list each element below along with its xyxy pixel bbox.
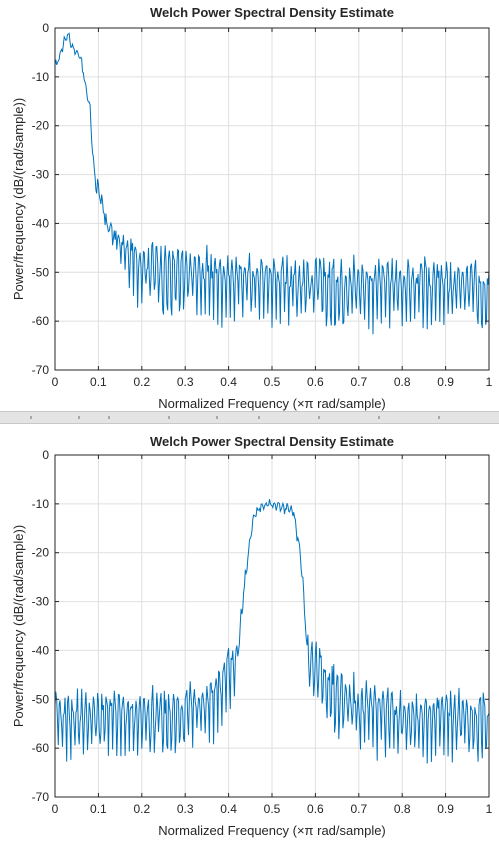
x-tick-label: 0.5 <box>264 802 281 816</box>
y-tick-label: -20 <box>32 119 50 133</box>
x-tick-label: 0 <box>52 802 59 816</box>
x-tick-label: 0.8 <box>394 802 411 816</box>
x-tick-label: 0.1 <box>90 375 107 389</box>
y-tick-label: -70 <box>32 790 50 804</box>
y-tick-label: -60 <box>32 314 50 328</box>
y-axis-label: Power/frequency (dB/(rad/sample)) <box>11 98 26 300</box>
y-tick-label: 0 <box>42 21 49 35</box>
figure-panel-top: 0 0.1 0.2 0.3 0.4 0.5 0.6 0.7 0.8 0.9 1 0 -10 -20 -30 -… <box>0 0 499 411</box>
x-axis-label: Normalized Frequency (×π rad/sample) <box>158 396 386 411</box>
y-tick-label: -40 <box>32 216 50 230</box>
x-tick-label: 1 <box>486 802 493 816</box>
splitter-grip-icon <box>0 416 499 419</box>
y-tick-label: -50 <box>32 692 50 706</box>
psd-chart-top: 0 0.1 0.2 0.3 0.4 0.5 0.6 0.7 0.8 0.9 1 0 -10 -20 -30 -… <box>11 5 493 411</box>
x-tick-label: 0.6 <box>307 375 324 389</box>
x-tick-label: 0.9 <box>437 802 454 816</box>
x-tick-label: 0.7 <box>350 802 367 816</box>
x-tick-label: 1 <box>486 375 493 389</box>
series-line <box>54 499 490 764</box>
y-tick-label: 0 <box>42 448 49 462</box>
x-tick-label: 0.4 <box>220 802 237 816</box>
x-tick-label: 0.3 <box>177 802 194 816</box>
x-axis-label: Normalized Frequency (×π rad/sample) <box>158 823 386 838</box>
chart-title: Welch Power Spectral Density Estimate <box>150 5 394 20</box>
psd-chart-bottom: 0 0.1 0.2 0.3 0.4 0.5 0.6 0.7 0.8 0.9 1 0 -10 -20 -30 -… <box>11 434 493 838</box>
x-tick-label: 0.8 <box>394 375 411 389</box>
x-tick-label: 0 <box>52 375 59 389</box>
y-tick-label: -10 <box>32 70 50 84</box>
y-tick-label: -60 <box>32 741 50 755</box>
x-tick-label: 0.3 <box>177 375 194 389</box>
y-tick-label: -30 <box>32 168 50 182</box>
chart-title: Welch Power Spectral Density Estimate <box>150 434 394 449</box>
x-tick-label: 0.4 <box>220 375 237 389</box>
x-tick-label: 0.9 <box>437 375 454 389</box>
x-tick-label: 0.1 <box>90 802 107 816</box>
series-line <box>54 32 490 335</box>
y-axis-label: Power/frequency (dB/(rad/sample)) <box>11 525 26 727</box>
x-tick-label: 0.2 <box>133 802 150 816</box>
figure-panel-bottom: 0 0.1 0.2 0.3 0.4 0.5 0.6 0.7 0.8 0.9 1 0 -10 -20 -30 -… <box>0 424 499 841</box>
y-tick-label: -70 <box>32 363 50 377</box>
panel-splitter[interactable] <box>0 411 499 424</box>
x-tick-label: 0.5 <box>264 375 281 389</box>
y-tick-label: -40 <box>32 643 50 657</box>
y-tick-label: -20 <box>32 546 50 560</box>
y-tick-label: -50 <box>32 265 50 279</box>
x-tick-label: 0.7 <box>350 375 367 389</box>
x-tick-label: 0.6 <box>307 802 324 816</box>
y-tick-label: -30 <box>32 595 50 609</box>
y-tick-label: -10 <box>32 497 50 511</box>
x-tick-label: 0.2 <box>133 375 150 389</box>
